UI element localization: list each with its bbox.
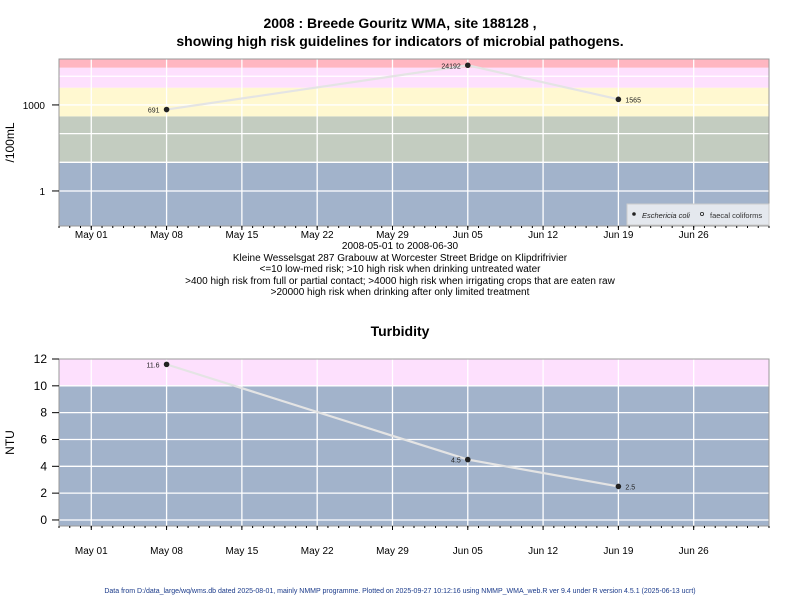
risk-band (59, 67, 769, 88)
data-label: 691 (148, 108, 160, 115)
x-tick-label: Jun 05 (453, 546, 483, 557)
y-tick-label: 0 (40, 513, 47, 527)
data-label: 2.5 (625, 484, 635, 491)
y-tick-label: 10 (34, 379, 48, 393)
risk-band (59, 87, 769, 117)
y-axis-label: NTU (3, 430, 17, 455)
y-axis-label: /100mL (3, 122, 17, 162)
data-point (464, 62, 471, 69)
x-tick-label: Jun 19 (603, 230, 633, 241)
risk-band (59, 359, 769, 386)
guideline-note-2: >400 high risk from full or partial cont… (185, 275, 615, 287)
x-tick-label: Jun 12 (528, 546, 558, 557)
legend: Eschericia coli faecal coliforms (626, 203, 770, 226)
site-note: Kleine Wesselsgat 287 Grabouw at Worcest… (232, 252, 568, 264)
x-tick-label: May 29 (376, 546, 409, 557)
y-tick-label: 1000 (23, 101, 46, 112)
footer-note: Data from D:/data_large/wq/wms.db dated … (104, 588, 696, 595)
x-tick-label: May 22 (301, 230, 334, 241)
chart-notes: 2008-05-01 to 2008-06-30 Kleine Wesselsg… (0, 241, 800, 299)
risk-band (59, 385, 769, 526)
data-point (615, 483, 622, 490)
date-range-note: 2008-05-01 to 2008-06-30 (341, 241, 459, 252)
plot-microbial: May 01 May 08 May 15 May 22 May 29 Jun 05 Jun … (3, 58, 770, 241)
x-tick-label: May 29 (376, 230, 409, 241)
y-tick-label: 2 (40, 486, 47, 500)
data-label: 4.5 (451, 458, 461, 465)
data-label: 1565 (625, 97, 641, 104)
x-tick-label: Jun 12 (528, 230, 558, 241)
x-tick-label: May 01 (75, 546, 108, 557)
legend-marker-filled (632, 212, 636, 216)
data-label: 24192 (441, 63, 461, 70)
title-line-1: 2008 : Breede Gouritz WMA, site 188128 , (263, 15, 537, 31)
x-tick-label: Jun 05 (453, 230, 483, 241)
y-tick-label: 1 (39, 187, 45, 198)
turbidity-title: Turbidity (370, 323, 430, 339)
data-point (464, 456, 471, 463)
chart-title: 2008 : Breede Gouritz WMA, site 188128 ,… (0, 14, 800, 50)
legend-label: Eschericia coli (642, 211, 690, 220)
x-tick-label: May 01 (75, 230, 108, 241)
x-tick-label: Jun 19 (603, 546, 633, 557)
y-tick-label: 8 (40, 406, 47, 420)
x-tick-label: May 22 (301, 546, 334, 557)
plot-turbidity: May 01 May 08 May 15 May 22 May 29 Jun 05 Jun … (3, 352, 770, 557)
data-point (615, 96, 622, 103)
legend-box (626, 203, 770, 226)
x-tick-label: Jun 26 (679, 230, 709, 241)
data-point (163, 361, 170, 368)
data-point (163, 106, 170, 113)
x-tick-label: May 08 (150, 230, 183, 241)
x-tick-label: May 15 (225, 230, 258, 241)
guideline-note-1: <=10 low-med risk; >10 high risk when dr… (259, 264, 541, 275)
risk-band (59, 59, 769, 68)
guideline-note-3: >20000 high risk when drinking after onl… (270, 287, 530, 298)
x-tick-label: Jun 26 (679, 546, 709, 557)
y-tick-label: 4 (40, 459, 47, 473)
x-tick-label: May 08 (150, 546, 183, 557)
y-tick-label: 12 (34, 352, 48, 366)
data-label: 11.6 (146, 362, 159, 369)
x-tick-label: May 15 (225, 546, 258, 557)
title-line-2: showing high risk guidelines for indicat… (176, 33, 624, 49)
risk-band (59, 116, 769, 163)
legend-label: faecal coliforms (710, 211, 762, 220)
y-tick-label: 6 (40, 432, 47, 446)
legend-marker-open (700, 211, 705, 216)
